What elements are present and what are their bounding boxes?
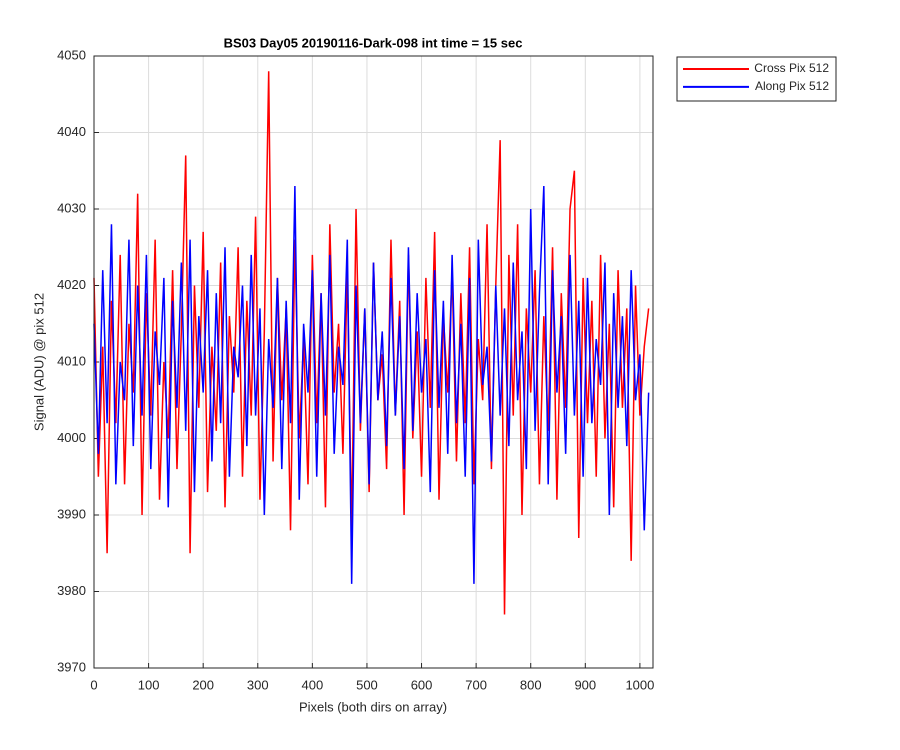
y-tick-label: 4020 xyxy=(57,277,86,292)
y-tick-label: 4040 xyxy=(57,124,86,139)
y-tick-label: 4050 xyxy=(57,47,86,62)
x-tick-label: 300 xyxy=(247,677,269,692)
x-tick-label: 200 xyxy=(192,677,214,692)
y-tick-label: 3980 xyxy=(57,583,86,598)
x-tick-label: 1000 xyxy=(625,677,654,692)
legend-label: Along Pix 512 xyxy=(755,79,829,93)
x-tick-label: 100 xyxy=(138,677,160,692)
y-tick-label: 3990 xyxy=(57,506,86,521)
x-tick-label: 500 xyxy=(356,677,378,692)
y-tick-label: 4000 xyxy=(57,430,86,445)
x-tick-label: 0 xyxy=(90,677,97,692)
chart-title: BS03 Day05 20190116-Dark-098 int time = … xyxy=(224,35,523,50)
y-tick-label: 4030 xyxy=(57,200,86,215)
x-tick-label: 600 xyxy=(411,677,433,692)
x-tick-label: 900 xyxy=(574,677,596,692)
plot-frame xyxy=(93,55,654,669)
x-tick-label: 800 xyxy=(520,677,542,692)
y-tick-label: 4010 xyxy=(57,353,86,368)
legend-label: Cross Pix 512 xyxy=(754,61,829,75)
y-axis-label: Signal (ADU) @ pix 512 xyxy=(31,293,46,431)
y-tick-label: 3970 xyxy=(57,659,86,674)
x-tick-label: 400 xyxy=(302,677,324,692)
legend-box xyxy=(676,56,837,102)
x-axis-label: Pixels (both dirs on array) xyxy=(299,699,447,714)
series-line xyxy=(93,186,650,584)
x-tick-label: 700 xyxy=(465,677,487,692)
